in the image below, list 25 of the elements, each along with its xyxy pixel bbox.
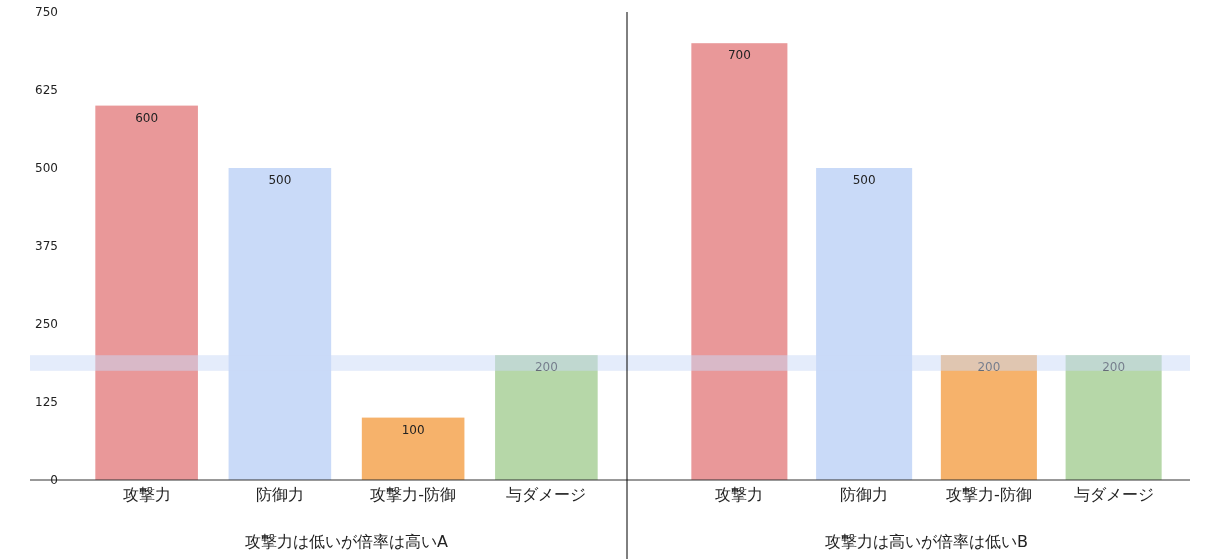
y-tick-label: 750 [35,5,58,19]
data-label: 500 [268,173,292,187]
data-label: 600 [135,110,159,125]
y-tick-label: 500 [35,161,58,175]
x-tick-label: 与ダメージ [506,485,587,504]
data-label: 700 [727,48,751,63]
y-tick-label: 625 [35,83,58,97]
data-label: 200 [1102,360,1126,375]
x-tick-label: 与ダメージ [1073,485,1154,504]
x-tick-label: 防御力 [255,485,304,504]
data-label: 500 [852,173,876,187]
y-tick-label: 125 [35,395,58,409]
data-label: 100 [401,422,425,437]
x-axis-title: 攻撃力は高いが倍率は低いB [825,532,1028,551]
x-tick-label: 攻撃力-防御 [945,485,1032,504]
y-tick-label: 250 [35,317,58,331]
x-tick-label: 防御力 [840,485,889,504]
y-tick-label: 375 [35,239,58,253]
data-label: 200 [977,360,1001,375]
x-tick-label: 攻撃力-防御 [370,485,457,504]
x-tick-label: 攻撃力 [122,485,171,504]
data-label: 200 [534,360,558,375]
y-tick-label: 0 [50,473,58,487]
x-tick-label: 攻撃力 [715,485,764,504]
x-axis-title: 攻撃力は低いが倍率は高いA [245,532,449,551]
